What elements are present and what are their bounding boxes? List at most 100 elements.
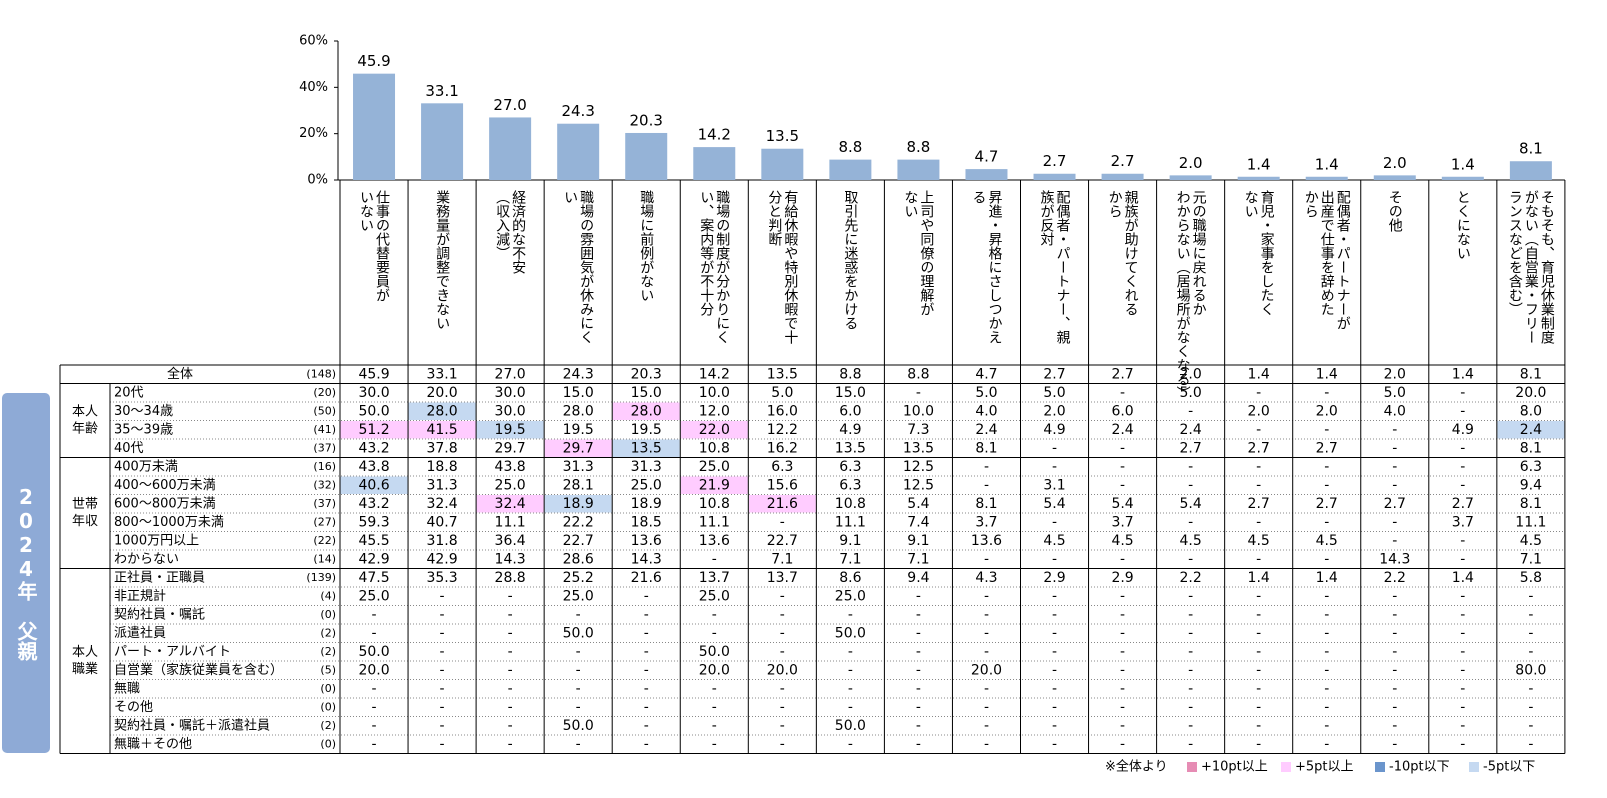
- row-label: その他: [114, 700, 153, 715]
- cell: -: [1256, 736, 1261, 752]
- bar: [1169, 175, 1212, 180]
- side-label: 2024年 父親: [14, 485, 38, 662]
- cell: -: [1324, 681, 1329, 697]
- cell: -: [576, 644, 581, 660]
- cell: -: [440, 644, 445, 660]
- value-label: 2.7: [1043, 152, 1067, 170]
- cell: -: [984, 607, 989, 623]
- row-n: (2): [320, 626, 336, 639]
- cell: -: [508, 588, 513, 604]
- bar: [1441, 176, 1484, 180]
- cell: 21.9: [699, 477, 730, 493]
- cell: -: [1120, 588, 1125, 604]
- legend-label: +10pt以上: [1201, 760, 1268, 775]
- cell: -: [780, 607, 785, 623]
- cell: -: [371, 736, 376, 752]
- cell: -: [1528, 588, 1533, 604]
- cell: 50.0: [835, 625, 866, 641]
- value-label: 8.8: [906, 138, 930, 156]
- cell: 5.4: [1179, 496, 1201, 512]
- cell: -: [1460, 607, 1465, 623]
- cell: -: [1120, 607, 1125, 623]
- cell: 7.1: [1520, 551, 1542, 567]
- category-label: る: [970, 190, 986, 204]
- cell: 47.5: [358, 570, 389, 586]
- cell: -: [1120, 625, 1125, 641]
- row-n: (148): [306, 367, 336, 380]
- cell: 45.5: [358, 533, 389, 549]
- cell: -: [780, 588, 785, 604]
- highlight-cell: [1497, 421, 1565, 439]
- cell: 13.6: [699, 533, 730, 549]
- row-label: 400万未満: [114, 459, 178, 474]
- cell: -: [1392, 699, 1397, 715]
- cell: 5.0: [1179, 385, 1201, 401]
- row-n: (0): [320, 682, 336, 695]
- value-label: 14.2: [698, 126, 731, 144]
- cell: -: [1188, 644, 1193, 660]
- cell: 15.6: [767, 477, 798, 493]
- cell: 2.2: [1384, 570, 1406, 586]
- cell: 6.3: [771, 459, 793, 475]
- cell: -: [916, 644, 921, 660]
- cell: 9.4: [1520, 477, 1542, 493]
- cell: 4.7: [975, 366, 997, 382]
- legend-swatch: [1469, 762, 1479, 772]
- cell: 14.2: [699, 366, 730, 382]
- cell: -: [644, 736, 649, 752]
- cell: 20.0: [358, 662, 389, 678]
- cell: 13.6: [631, 533, 662, 549]
- cell: 21.6: [631, 570, 662, 586]
- legend-label: +5pt以上: [1295, 760, 1354, 775]
- category-label: いない: [358, 190, 374, 232]
- cell: -: [1324, 625, 1329, 641]
- category-label: 親族が助けてくれる: [1123, 190, 1139, 316]
- cell: -: [371, 681, 376, 697]
- cell: 2.7: [1316, 440, 1338, 456]
- cell: -: [1460, 644, 1465, 660]
- side-box: [2, 393, 50, 753]
- cell: 16.0: [767, 403, 798, 419]
- cell: -: [1120, 385, 1125, 401]
- cell: 40.6: [358, 477, 389, 493]
- cell: -: [1188, 459, 1193, 475]
- cell: 11.1: [495, 514, 526, 530]
- cell: 5.4: [1043, 496, 1065, 512]
- row-n: (32): [313, 478, 336, 491]
- cell: -: [916, 588, 921, 604]
- cell: -: [1052, 607, 1057, 623]
- cell: -: [1460, 403, 1465, 419]
- category-label: 出産で仕事を辞めた: [1319, 190, 1335, 316]
- y-tick-label: 60%: [299, 34, 328, 49]
- row-label: 600～800万未満: [114, 496, 216, 511]
- cell: -: [848, 662, 853, 678]
- category-label: とくにない: [1455, 190, 1471, 260]
- cell: 5.0: [771, 385, 793, 401]
- row-n: (37): [313, 497, 336, 510]
- cell: 2.7: [1384, 496, 1406, 512]
- highlight-cell: [476, 421, 544, 439]
- cell: 5.0: [975, 385, 997, 401]
- group-label: 本人: [72, 405, 98, 420]
- cell: -: [1528, 718, 1533, 734]
- row-label: 1000万円以上: [114, 533, 199, 548]
- cell: -: [712, 607, 717, 623]
- cell: -: [1188, 681, 1193, 697]
- cell: -: [848, 644, 853, 660]
- cell: -: [984, 588, 989, 604]
- cell: -: [1052, 718, 1057, 734]
- cell: -: [440, 607, 445, 623]
- category-label: 昇進・昇格にさしつかえ: [986, 190, 1002, 344]
- bar: [421, 103, 464, 180]
- cell: -: [1188, 718, 1193, 734]
- value-label: 24.3: [561, 102, 594, 120]
- row-n: (0): [320, 737, 336, 750]
- cell: 8.1: [975, 496, 997, 512]
- legend-swatch: [1187, 762, 1197, 772]
- value-label: 45.9: [357, 52, 390, 70]
- cell: 13.5: [835, 440, 866, 456]
- cell: -: [1460, 718, 1465, 734]
- cell: 31.8: [426, 533, 457, 549]
- cell: 36.4: [495, 533, 526, 549]
- highlight-cell: [408, 421, 476, 439]
